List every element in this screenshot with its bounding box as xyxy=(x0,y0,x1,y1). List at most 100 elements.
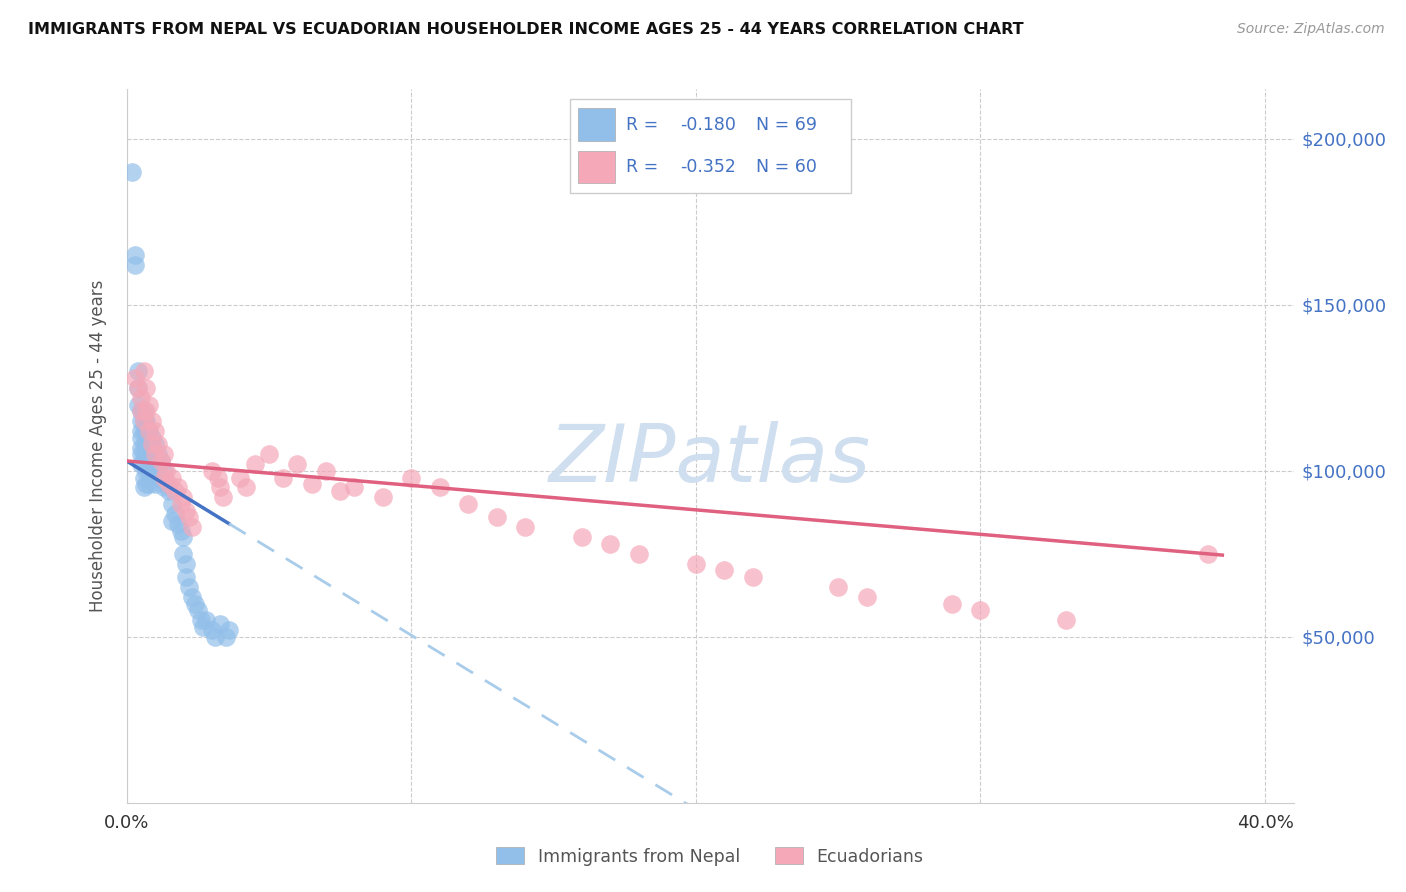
Point xyxy=(132,457,155,471)
Point xyxy=(190,613,212,627)
Point xyxy=(129,414,152,428)
Point xyxy=(135,447,157,461)
Point xyxy=(124,248,146,262)
Point xyxy=(129,431,152,445)
Point xyxy=(176,557,198,571)
Point xyxy=(141,470,163,484)
Point xyxy=(152,470,174,484)
Point xyxy=(176,504,198,518)
Point xyxy=(143,477,166,491)
Point xyxy=(132,437,155,451)
Point xyxy=(207,470,229,484)
Point xyxy=(132,470,155,484)
Point xyxy=(181,520,204,534)
Point xyxy=(138,424,160,438)
FancyBboxPatch shape xyxy=(578,151,614,184)
Point xyxy=(599,537,621,551)
Point xyxy=(127,381,149,395)
Point xyxy=(204,630,226,644)
Point xyxy=(172,491,194,505)
Point xyxy=(129,441,152,455)
Point xyxy=(146,447,169,461)
Point xyxy=(132,414,155,428)
Point xyxy=(124,258,146,272)
Text: IMMIGRANTS FROM NEPAL VS ECUADORIAN HOUSEHOLDER INCOME AGES 25 - 44 YEARS CORREL: IMMIGRANTS FROM NEPAL VS ECUADORIAN HOUS… xyxy=(28,22,1024,37)
Point xyxy=(343,481,366,495)
Point xyxy=(157,477,180,491)
Point xyxy=(179,510,201,524)
Point xyxy=(135,381,157,395)
Point xyxy=(741,570,763,584)
Point xyxy=(132,481,155,495)
Point xyxy=(135,414,157,428)
Point xyxy=(138,464,160,478)
Point xyxy=(129,404,152,418)
Point xyxy=(157,483,180,498)
Point xyxy=(399,470,422,484)
Point xyxy=(127,381,149,395)
Point xyxy=(179,580,201,594)
Point xyxy=(187,603,209,617)
Point xyxy=(285,457,308,471)
Text: -0.352: -0.352 xyxy=(679,158,735,176)
Point xyxy=(135,464,157,478)
Point xyxy=(713,564,735,578)
Point xyxy=(827,580,849,594)
Point xyxy=(132,447,155,461)
Point xyxy=(138,437,160,451)
Point xyxy=(209,616,232,631)
Point xyxy=(143,437,166,451)
Point xyxy=(172,530,194,544)
Point xyxy=(132,404,155,418)
Point xyxy=(155,477,177,491)
Text: N = 60: N = 60 xyxy=(755,158,817,176)
Point xyxy=(127,397,149,411)
Point xyxy=(1054,613,1077,627)
Point xyxy=(243,457,266,471)
Point xyxy=(181,590,204,604)
Point xyxy=(143,464,166,478)
Point xyxy=(685,557,707,571)
Y-axis label: Householder Income Ages 25 - 44 years: Householder Income Ages 25 - 44 years xyxy=(89,280,107,612)
Point xyxy=(132,364,155,378)
Point xyxy=(127,364,149,378)
Point xyxy=(485,510,508,524)
Point xyxy=(129,457,152,471)
Text: N = 69: N = 69 xyxy=(755,116,817,134)
Point xyxy=(172,547,194,561)
Point xyxy=(135,404,157,418)
Point xyxy=(138,450,160,465)
Point xyxy=(152,464,174,478)
Point xyxy=(138,397,160,411)
Text: ZIPatlas: ZIPatlas xyxy=(548,421,872,500)
Point xyxy=(195,613,218,627)
Point xyxy=(143,447,166,461)
Point xyxy=(571,530,593,544)
Point xyxy=(429,481,451,495)
Point xyxy=(215,630,238,644)
Point xyxy=(141,414,163,428)
Point xyxy=(160,514,183,528)
Point xyxy=(969,603,991,617)
Point xyxy=(141,431,163,445)
Point xyxy=(124,371,146,385)
Point xyxy=(1197,547,1219,561)
Point xyxy=(229,470,252,484)
Point xyxy=(513,520,536,534)
Point xyxy=(152,481,174,495)
Point xyxy=(135,437,157,451)
Point xyxy=(163,507,186,521)
Point xyxy=(209,481,232,495)
Point xyxy=(855,590,877,604)
Point xyxy=(135,424,157,438)
Point xyxy=(271,470,294,484)
Point xyxy=(257,447,280,461)
Point xyxy=(169,497,191,511)
Point xyxy=(149,470,172,484)
Point xyxy=(146,464,169,478)
Point xyxy=(132,424,155,438)
Point xyxy=(163,483,186,498)
Point xyxy=(135,477,157,491)
Point xyxy=(201,624,224,638)
Point xyxy=(627,547,650,561)
